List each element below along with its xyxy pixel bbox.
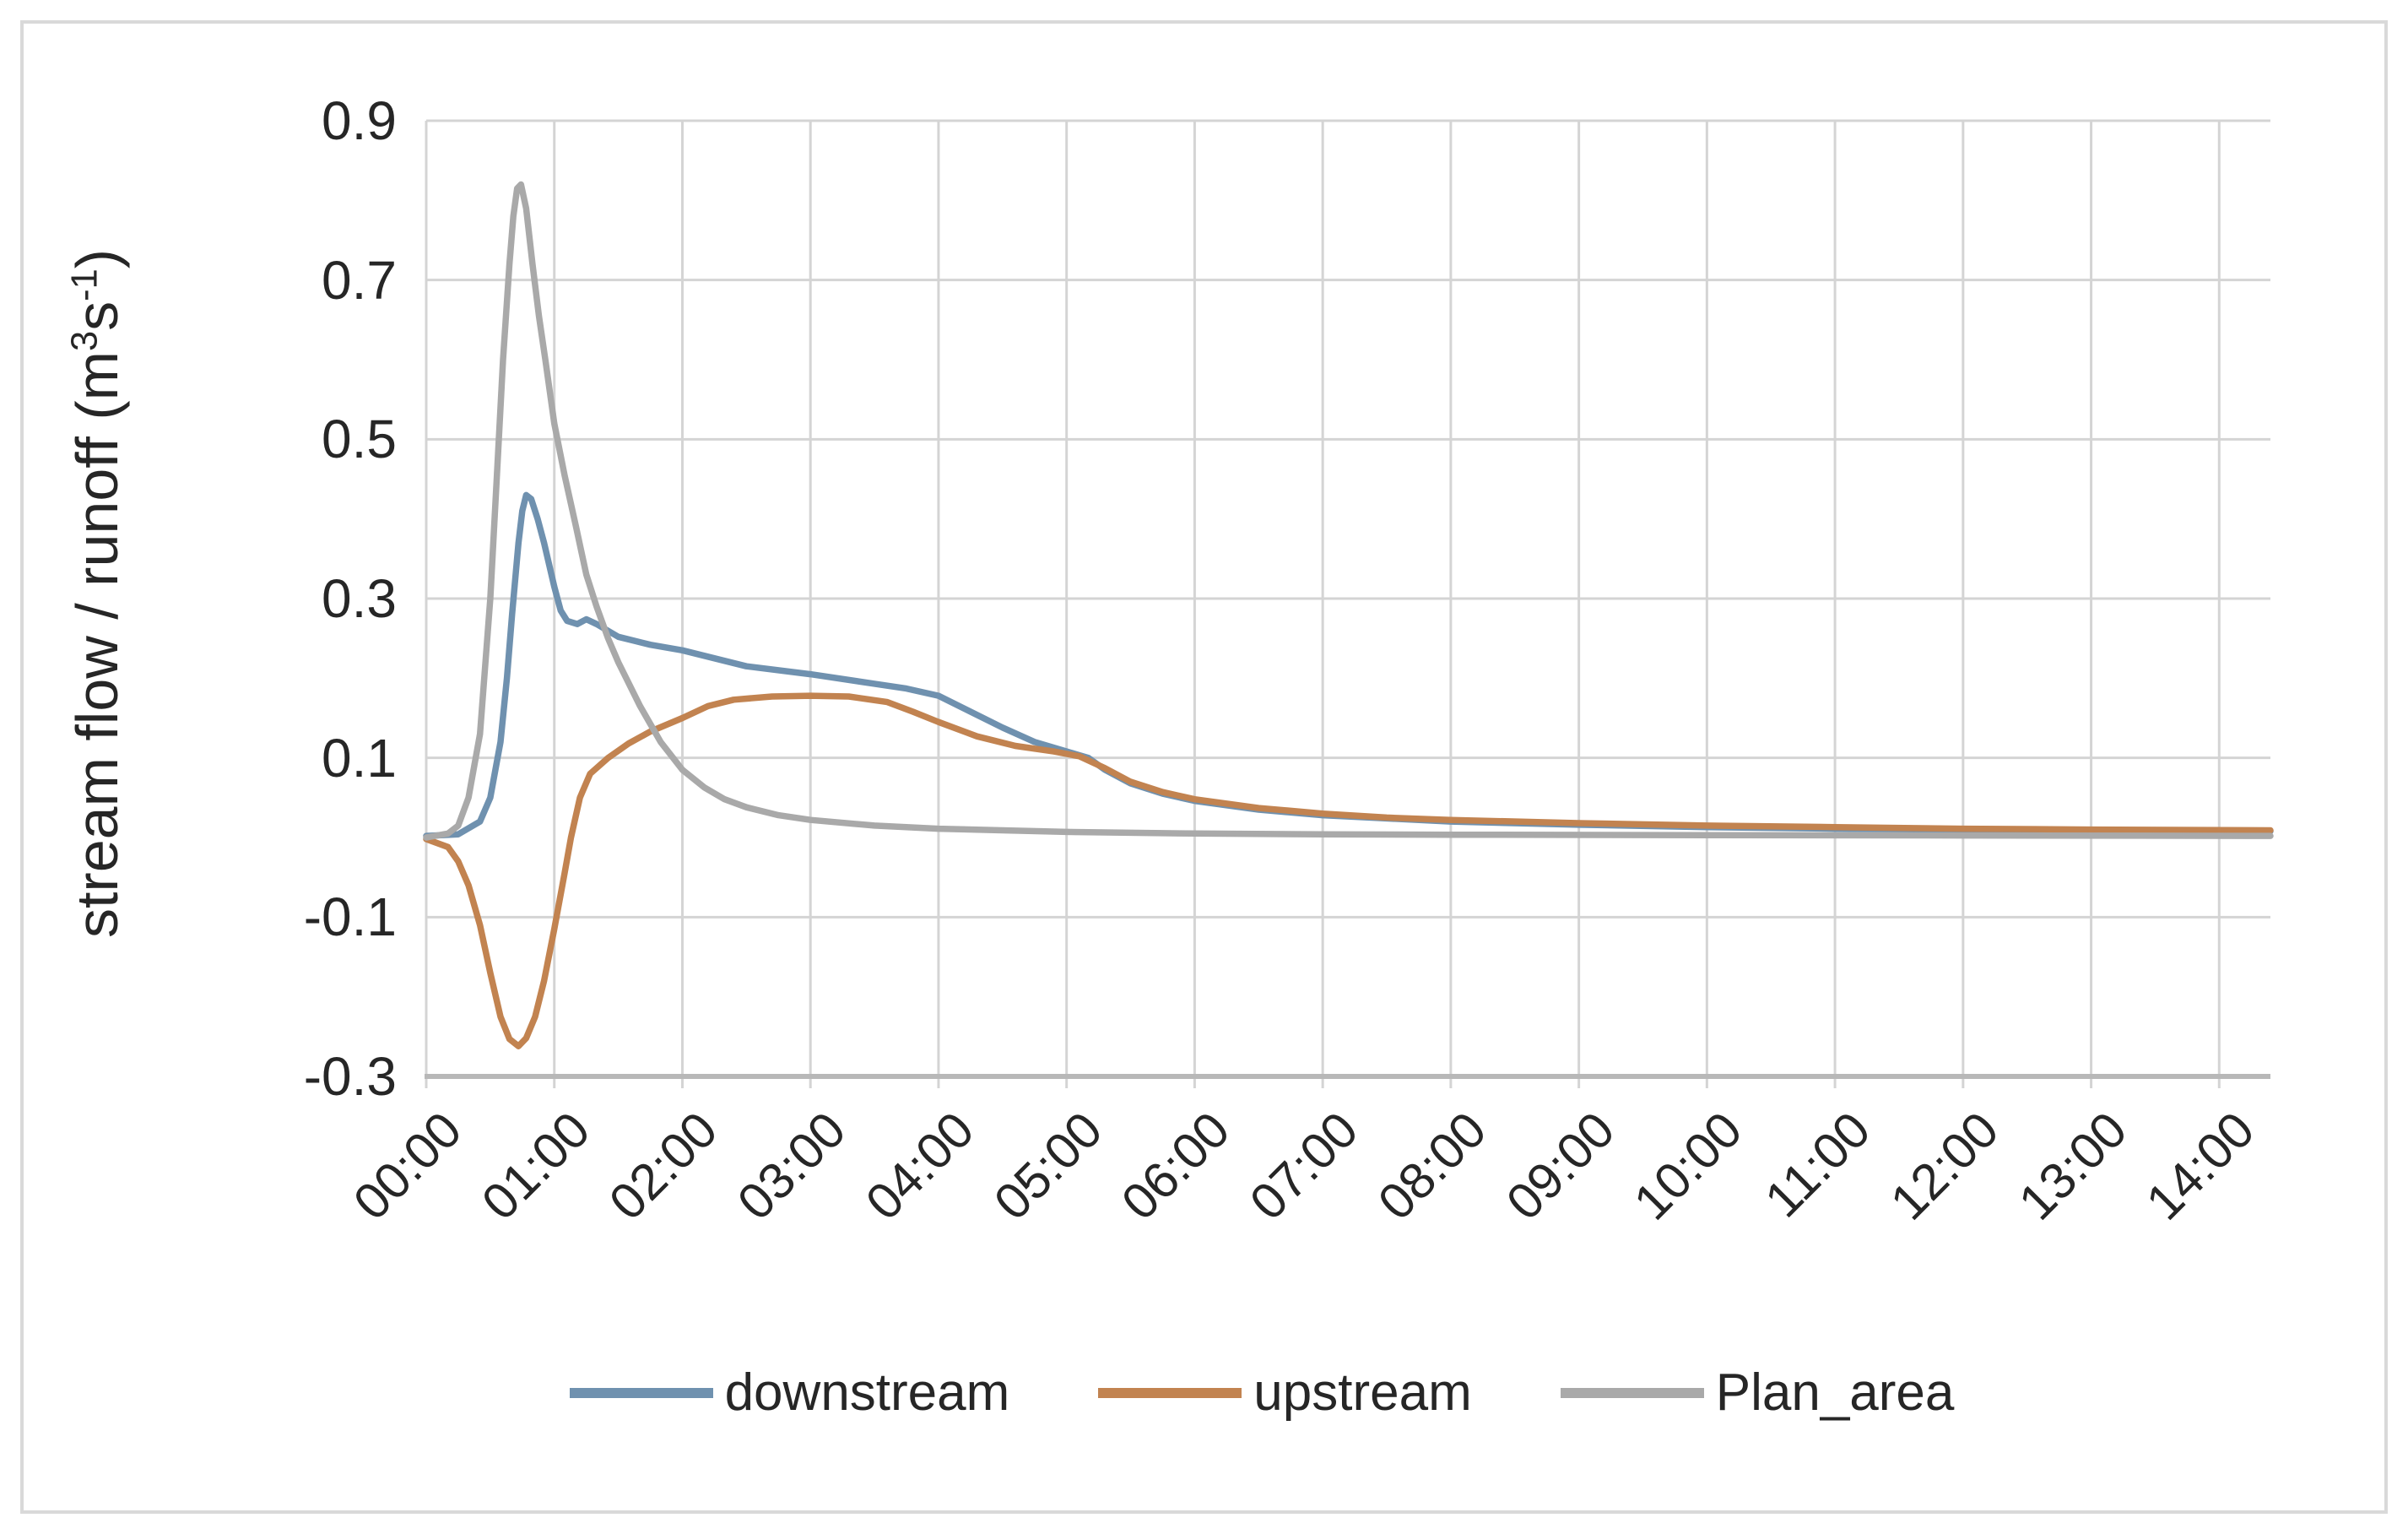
series-line-Plan_area (423, 181, 2274, 841)
y-tick-label: -0.3 (303, 1046, 397, 1107)
y-axis-title-mid: s (64, 301, 130, 331)
y-tick-label: 0.7 (322, 249, 397, 311)
downstream-line-swatch (569, 1388, 713, 1398)
plan-area-line-swatch (1560, 1388, 1704, 1398)
series-line-upstream (423, 692, 2274, 1049)
y-axis-title: stream flow / runoff (m3s-1) (61, 3, 133, 1184)
y-axis-title-sup-3: 3 (64, 330, 106, 352)
y-tick-label: -0.1 (303, 886, 397, 948)
legend-label-plan-area: Plan_area (1715, 1363, 1955, 1422)
legend-entry-plan-area: Plan_area (1560, 1363, 1955, 1423)
legend-label-downstream: downstream (724, 1363, 1010, 1422)
y-tick-label: 0.3 (322, 568, 397, 629)
upstream-line-swatch (1098, 1388, 1242, 1398)
chart-legend: downstream upstream Plan_area (253, 1363, 2270, 1423)
legend-entry-upstream: upstream (1098, 1363, 1472, 1423)
legend-label-upstream: upstream (1253, 1363, 1472, 1422)
y-tick-label: 0.9 (322, 90, 397, 151)
legend-entry-downstream: downstream (569, 1363, 1010, 1423)
chart-outer-border (20, 20, 2388, 1514)
y-tick-label: 0.1 (322, 727, 397, 789)
y-axis-title-sup-minus1: -1 (64, 268, 106, 301)
y-axis-title-suffix: ) (64, 248, 130, 269)
y-axis-title-prefix: stream flow / runoff (m (64, 351, 130, 939)
y-tick-label: 0.5 (322, 409, 397, 470)
